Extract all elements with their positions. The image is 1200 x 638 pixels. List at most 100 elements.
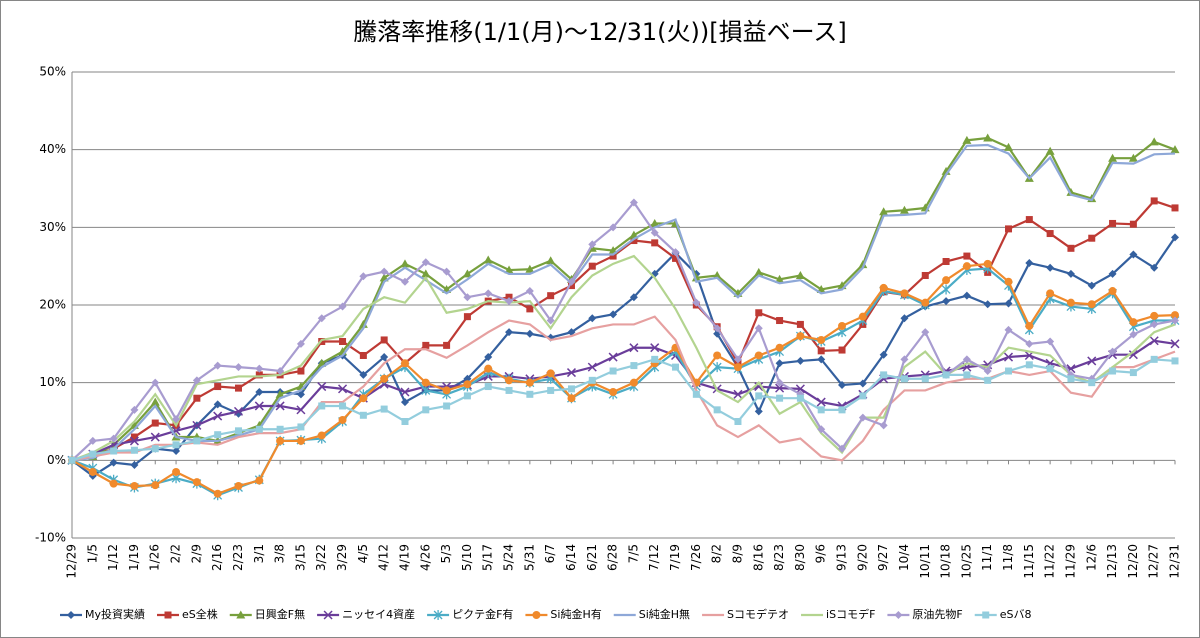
point — [192, 420, 202, 430]
point — [1046, 263, 1055, 272]
point — [130, 405, 139, 414]
point — [588, 262, 596, 270]
point — [587, 362, 597, 372]
point — [359, 394, 368, 403]
legend-marker — [236, 610, 246, 619]
point — [588, 376, 596, 384]
point — [609, 310, 618, 319]
x-tick-label: 10/11 — [918, 544, 932, 579]
x-tick-label: 7/5 — [626, 544, 640, 563]
point — [983, 300, 992, 309]
point — [255, 476, 264, 485]
point — [1067, 375, 1075, 383]
x-tick-label: 4/26 — [418, 544, 432, 571]
point — [421, 385, 431, 396]
point — [296, 436, 305, 445]
x-tick-label: 12/20 — [1126, 544, 1140, 579]
point — [380, 405, 388, 413]
x-tick-label: 9/27 — [876, 544, 890, 571]
point — [858, 260, 868, 269]
point — [962, 262, 971, 271]
point — [650, 343, 660, 353]
point — [234, 427, 242, 435]
point — [838, 321, 847, 330]
point — [421, 378, 430, 387]
point — [359, 272, 368, 281]
point — [525, 264, 535, 273]
legend-marker — [982, 611, 990, 619]
point — [234, 481, 243, 490]
legend-label: eS全株 — [182, 607, 218, 621]
point — [796, 356, 805, 365]
point — [1066, 269, 1075, 278]
point — [380, 374, 389, 383]
point — [400, 398, 409, 407]
point — [1150, 197, 1158, 205]
point — [1149, 137, 1159, 146]
point — [1004, 142, 1014, 151]
point — [150, 397, 160, 406]
point — [129, 436, 139, 446]
point — [526, 305, 534, 313]
point — [400, 259, 410, 268]
point — [858, 312, 867, 321]
point — [505, 297, 514, 306]
point — [400, 359, 409, 368]
point — [609, 387, 618, 396]
x-tick-label: 11/8 — [1001, 544, 1015, 571]
point — [483, 255, 493, 264]
point — [401, 418, 409, 425]
y-tick-label: 0% — [47, 453, 66, 467]
point — [463, 380, 472, 389]
x-tick-label: 3/22 — [314, 544, 328, 571]
x-tick-label: 8/23 — [772, 544, 786, 571]
point — [109, 434, 118, 443]
point — [1005, 225, 1013, 233]
point — [193, 394, 201, 402]
point — [775, 378, 784, 387]
point — [1108, 287, 1117, 296]
point — [692, 298, 701, 307]
point — [1025, 339, 1034, 348]
point — [962, 291, 971, 300]
x-tick-label: 9/13 — [835, 544, 849, 571]
x-tick-label: 2/2 — [169, 544, 183, 563]
point — [775, 383, 785, 393]
point — [712, 362, 722, 373]
point — [672, 254, 680, 262]
point — [755, 392, 763, 400]
point — [838, 406, 846, 414]
point — [234, 384, 242, 392]
x-tick-label: 11/1 — [980, 544, 994, 571]
point — [754, 324, 763, 333]
point — [421, 258, 430, 267]
point — [1150, 311, 1159, 320]
point — [630, 362, 638, 370]
point — [505, 376, 514, 385]
point — [380, 353, 389, 362]
point — [1025, 259, 1034, 268]
point — [1087, 356, 1097, 366]
point — [651, 239, 659, 247]
point — [1004, 299, 1013, 308]
point — [109, 479, 118, 488]
point — [276, 436, 285, 445]
point — [776, 317, 784, 325]
point — [68, 456, 76, 464]
point — [422, 406, 430, 414]
y-tick-label: 20% — [39, 298, 66, 312]
point — [1108, 347, 1117, 356]
point — [1066, 298, 1075, 307]
x-tick-label: 3/29 — [335, 544, 349, 571]
point — [1046, 230, 1054, 238]
legend-label: ニッセイ4資産 — [342, 608, 415, 621]
point — [712, 270, 722, 279]
point — [962, 355, 971, 364]
point — [442, 267, 451, 276]
x-tick-label: 1/26 — [148, 544, 162, 571]
point — [526, 390, 534, 398]
point — [817, 355, 826, 364]
x-tick-label: 10/4 — [897, 544, 911, 571]
point — [921, 271, 929, 279]
